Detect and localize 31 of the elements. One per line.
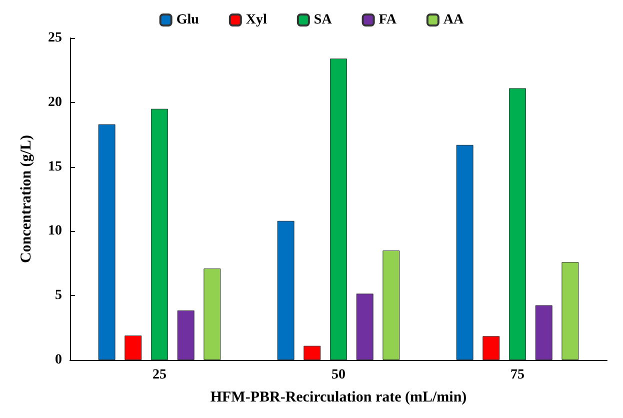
legend-label: Glu xyxy=(176,12,200,28)
bar xyxy=(98,124,116,360)
x-tick-label: 50 xyxy=(332,368,346,382)
legend-label: AA xyxy=(443,12,465,28)
x-tick-label: 25 xyxy=(152,368,166,382)
y-tick-label: 25 xyxy=(48,30,62,46)
legend-label: Xyl xyxy=(246,12,268,28)
bar xyxy=(151,108,168,360)
bar xyxy=(304,346,321,360)
bar xyxy=(204,268,221,360)
legend-label: FA xyxy=(378,12,398,28)
y-tick-label: 10 xyxy=(48,224,62,239)
bar xyxy=(177,310,194,360)
bar xyxy=(482,336,500,360)
bar xyxy=(456,144,474,360)
bar xyxy=(535,305,552,360)
bar xyxy=(562,262,579,360)
legend-label: SA xyxy=(314,12,333,28)
y-tick-label: 0 xyxy=(55,352,62,368)
y-tick-label: 5 xyxy=(55,288,62,304)
bar xyxy=(509,88,526,360)
y-tick-label: 20 xyxy=(48,94,62,110)
bar xyxy=(356,294,374,360)
bar xyxy=(382,250,400,360)
bar xyxy=(124,336,142,360)
x-tick-label: 75 xyxy=(510,368,524,382)
y-axis-title: Concentration (g/L) xyxy=(18,135,34,263)
y-tick-label: 15 xyxy=(48,159,62,174)
x-axis-title: HFM-PBR-Recirculation rate (mL/min) xyxy=(210,390,467,406)
bar xyxy=(277,220,294,360)
bar xyxy=(330,58,347,360)
